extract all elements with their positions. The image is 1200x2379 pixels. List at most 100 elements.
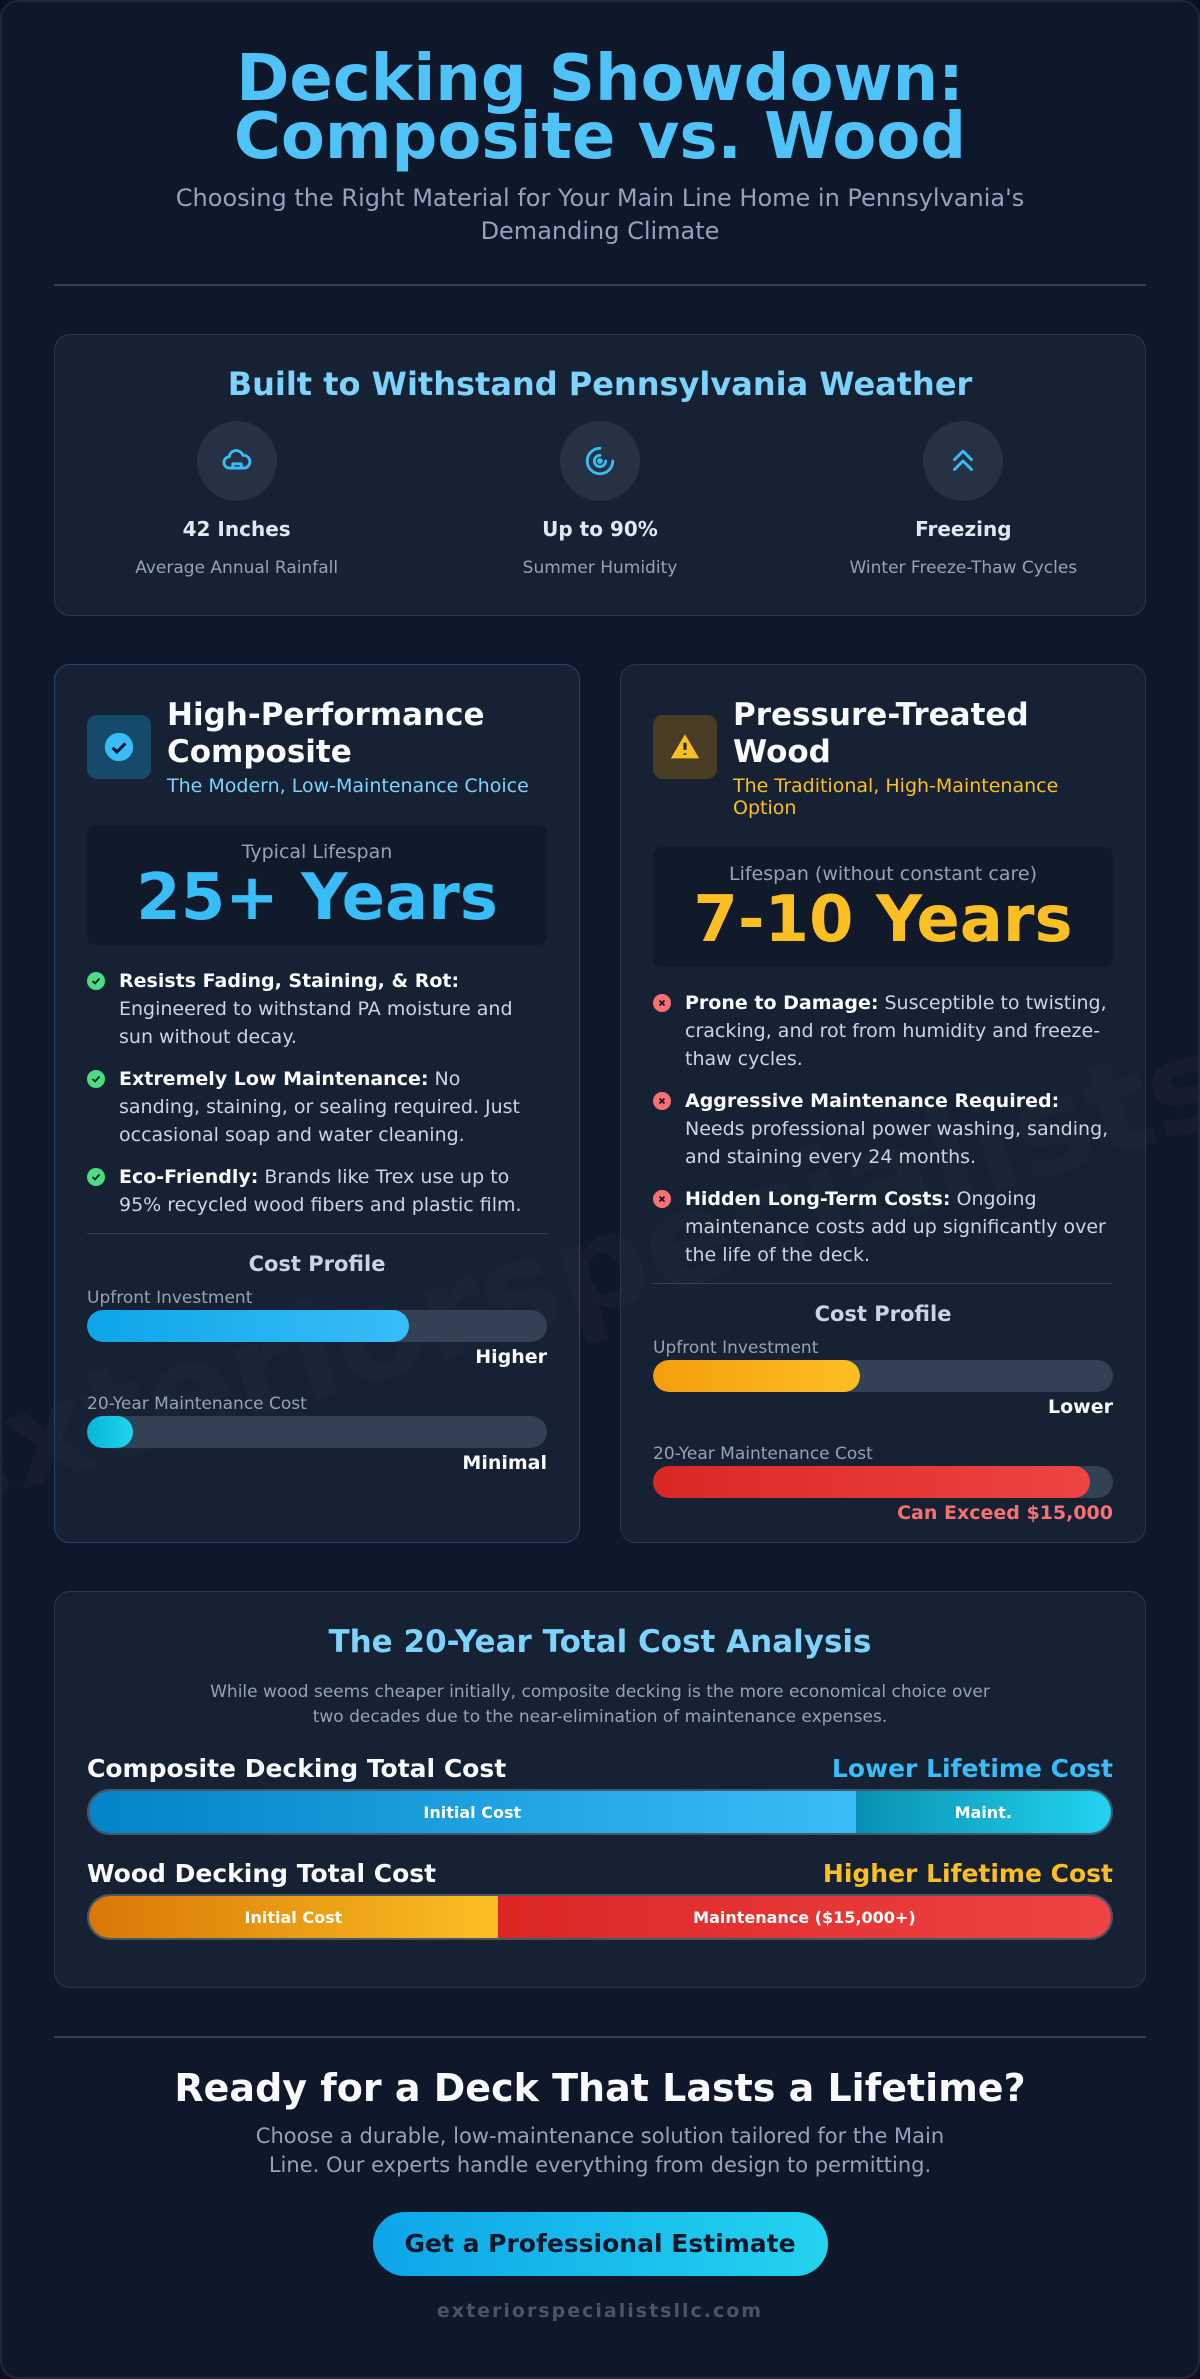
cta-text: Choose a durable, low-maintenance soluti… bbox=[255, 2124, 945, 2177]
title: Decking Showdown: Composite vs. Wood bbox=[233, 42, 967, 174]
weather-stats: 42 Inches Average Annual Rainfall Up to 90… bbox=[55, 421, 1145, 578]
icon bbox=[91, 1075, 101, 1083]
feature-bold: Prone to Damage: bbox=[685, 992, 879, 1014]
row-label: Wood Decking Total Cost bbox=[87, 1859, 437, 1888]
cost-segment: Initial Cost bbox=[89, 1791, 856, 1833]
cost-track bbox=[87, 1310, 547, 1342]
cost-label: 20-Year Maintenance Cost bbox=[87, 1394, 307, 1414]
feature-text: Prone to Damage: Susceptible to twisting… bbox=[685, 989, 1113, 1073]
feature-item: Eco-Friendly: Brands like Trex use up to… bbox=[87, 1163, 547, 1219]
feature-desc: Susceptible to twisting, cracking, and r… bbox=[685, 992, 1107, 1070]
card-heading: Pressure-Treated Wood The Traditional, Hi… bbox=[733, 697, 1113, 819]
icon bbox=[658, 999, 666, 1007]
feature-text: Aggressive Maintenance Required: Needs p… bbox=[685, 1087, 1113, 1171]
cost-track bbox=[87, 1416, 547, 1448]
feature-item: Prone to Damage: Susceptible to twisting… bbox=[653, 989, 1113, 1073]
lifespan-value: 7-10 Years bbox=[693, 883, 1073, 957]
card-title: High-Performance Composite bbox=[167, 697, 485, 770]
stat-value: Freezing bbox=[915, 517, 1012, 541]
bullet-icon bbox=[87, 1070, 105, 1088]
feature-list: Prone to Damage: Susceptible to twisting… bbox=[653, 989, 1113, 1269]
icon bbox=[91, 1173, 101, 1181]
cost-fill bbox=[653, 1466, 1090, 1498]
cost-row-header: Composite Decking Total Cost Lower Lifeti… bbox=[87, 1754, 1113, 1783]
divider bbox=[54, 2036, 1146, 2038]
weather-section: Built to Withstand Pennsylvania Weather 4… bbox=[54, 334, 1146, 616]
feature-bold: Resists Fading, Staining, & Rot: bbox=[119, 970, 460, 992]
lifespan-label: Typical Lifespan bbox=[241, 841, 393, 863]
weather-stat: Freezing Winter Freeze-Thaw Cycles bbox=[782, 421, 1145, 578]
site-url: exteriorspecialistsllc.com bbox=[436, 2300, 764, 2322]
stat-label: Winter Freeze-Thaw Cycles bbox=[849, 558, 1078, 578]
feature-text: Hidden Long-Term Costs: Ongoing maintena… bbox=[685, 1185, 1113, 1269]
row-tag: Lower Lifetime Cost bbox=[831, 1754, 1113, 1783]
card-subtitle: The Modern, Low-Maintenance Choice bbox=[167, 775, 529, 797]
subtitle: Choosing the Right Material for Your Mai… bbox=[175, 184, 1025, 245]
stat-icon bbox=[196, 421, 277, 501]
card-icon bbox=[87, 715, 151, 779]
feature-text: Extremely Low Maintenance: No sanding, s… bbox=[119, 1065, 547, 1149]
cost-fill bbox=[653, 1360, 860, 1392]
weather-stat: Up to 90% Summer Humidity bbox=[418, 421, 781, 578]
icon bbox=[658, 1097, 666, 1105]
cost-bar: Initial Cost Maintenance ($15,000+) bbox=[87, 1894, 1113, 1940]
content: Decking Showdown: Composite vs. Wood Choo… bbox=[54, 42, 1146, 2322]
cost-analysis: The 20-Year Total Cost Analysis While woo… bbox=[54, 1591, 1146, 1988]
comparison-card: High-Performance Composite The Modern, Lo… bbox=[54, 664, 580, 1543]
feature-bold: Hidden Long-Term Costs: bbox=[685, 1188, 951, 1210]
cost-row-header: Wood Decking Total Cost Higher Lifetime C… bbox=[87, 1859, 1113, 1888]
icon bbox=[670, 734, 700, 759]
feature-list: Resists Fading, Staining, & Rot: Enginee… bbox=[87, 967, 547, 1219]
lifespan-value: 25+ Years bbox=[136, 861, 498, 935]
cost-row: Wood Decking Total Cost Higher Lifetime C… bbox=[87, 1859, 1113, 1940]
icon bbox=[91, 977, 101, 985]
stat-value: 42 Inches bbox=[182, 517, 291, 541]
cost-bar: Initial Cost Maint. bbox=[87, 1789, 1113, 1835]
weather-stat: 42 Inches Average Annual Rainfall bbox=[55, 421, 418, 578]
feature-item: Resists Fading, Staining, & Rot: Enginee… bbox=[87, 967, 547, 1051]
icon bbox=[585, 446, 615, 476]
call-to-action: Ready for a Deck That Lasts a Lifetime? C… bbox=[54, 2066, 1146, 2322]
feature-desc: Brands like Trex use up to 95% recycled … bbox=[119, 1166, 522, 1216]
comparison-cards: High-Performance Composite The Modern, Lo… bbox=[54, 664, 1146, 1543]
divider bbox=[54, 284, 1146, 286]
cta-button[interactable]: Get a Professional Estimate bbox=[372, 2212, 828, 2276]
stat-label: Average Annual Rainfall bbox=[135, 558, 339, 578]
cost-segment: Maintenance ($15,000+) bbox=[497, 1896, 1111, 1938]
cost-label: Upfront Investment bbox=[87, 1288, 253, 1308]
cost-fill bbox=[87, 1416, 133, 1448]
cta-title: Ready for a Deck That Lasts a Lifetime? bbox=[174, 2066, 1026, 2110]
feature-item: Hidden Long-Term Costs: Ongoing maintena… bbox=[653, 1185, 1113, 1269]
cost-title: Cost Profile bbox=[248, 1252, 386, 1276]
feature-text: Eco-Friendly: Brands like Trex use up to… bbox=[119, 1163, 547, 1219]
cost-label: Upfront Investment bbox=[653, 1338, 819, 1358]
card-heading: High-Performance Composite The Modern, Lo… bbox=[167, 697, 547, 797]
cost-title: Cost Profile bbox=[814, 1302, 952, 1326]
row-tag: Higher Lifetime Cost bbox=[822, 1859, 1113, 1888]
cost-value: Can Exceed $15,000 bbox=[897, 1502, 1113, 1524]
card-header: Pressure-Treated Wood The Traditional, Hi… bbox=[653, 697, 1113, 819]
cost-segment: Initial Cost bbox=[89, 1896, 498, 1938]
lifespan-label: Lifespan (without constant care) bbox=[728, 863, 1038, 885]
feature-desc: Needs professional power washing, sandin… bbox=[685, 1118, 1109, 1168]
feature-desc: Engineered to withstand PA moisture and … bbox=[119, 998, 513, 1048]
feature-item: Aggressive Maintenance Required: Needs p… bbox=[653, 1087, 1113, 1171]
bullet-icon bbox=[653, 994, 671, 1012]
feature-text: Resists Fading, Staining, & Rot: Enginee… bbox=[119, 967, 547, 1051]
cost-value: Lower bbox=[1048, 1396, 1113, 1418]
card-header: High-Performance Composite The Modern, Lo… bbox=[87, 697, 547, 797]
stat-icon bbox=[559, 421, 640, 501]
section-title: Built to Withstand Pennsylvania Weather bbox=[227, 365, 973, 403]
card-icon bbox=[653, 715, 717, 779]
stat-label: Summer Humidity bbox=[522, 558, 678, 578]
lifespan-box: Lifespan (without constant care) 7-10 Yea… bbox=[653, 847, 1113, 967]
icon bbox=[953, 449, 974, 471]
feature-bold: Aggressive Maintenance Required: bbox=[685, 1090, 1060, 1112]
cost-profile: Cost Profile Upfront Investment Lower 20-Ye… bbox=[653, 1283, 1113, 1524]
cost-segment: Maint. bbox=[855, 1791, 1111, 1833]
cost-row: Composite Decking Total Cost Lower Lifeti… bbox=[87, 1754, 1113, 1835]
icon bbox=[222, 449, 251, 470]
bullet-icon bbox=[87, 1168, 105, 1186]
cost-fill bbox=[87, 1310, 409, 1342]
